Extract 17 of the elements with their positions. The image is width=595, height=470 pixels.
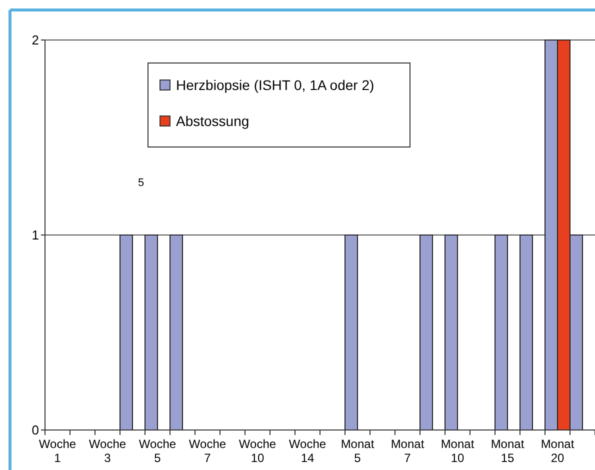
y-tick-label: 0 — [32, 422, 39, 438]
x-tick-label: Monat 20 — [540, 437, 575, 465]
y-tick-label: 2 — [32, 32, 39, 48]
y-tick-label: 1 — [32, 228, 39, 243]
x-tick-label: Woche 1 — [38, 437, 76, 465]
x-tick-label: Woche 3 — [88, 437, 126, 465]
x-tick-label: Woche 5 — [138, 437, 176, 465]
x-tick-label: Woche 7 — [188, 437, 226, 465]
x-tick-label: Monat 15 — [490, 437, 525, 465]
x-tick-label: Woche 10 — [238, 437, 276, 465]
legend-label: Abstossung — [176, 112, 250, 129]
annotation: 5 — [138, 177, 144, 189]
legend-label: Herzbiopsie (ISHT 0, 1A oder 2) — [176, 76, 374, 93]
x-tick-label: Monat 7 — [390, 437, 425, 465]
x-tick-label: Monat 10 — [440, 437, 475, 465]
x-tick-label: Monat 5 — [340, 437, 375, 465]
x-tick-label: Woche 14 — [288, 437, 326, 465]
